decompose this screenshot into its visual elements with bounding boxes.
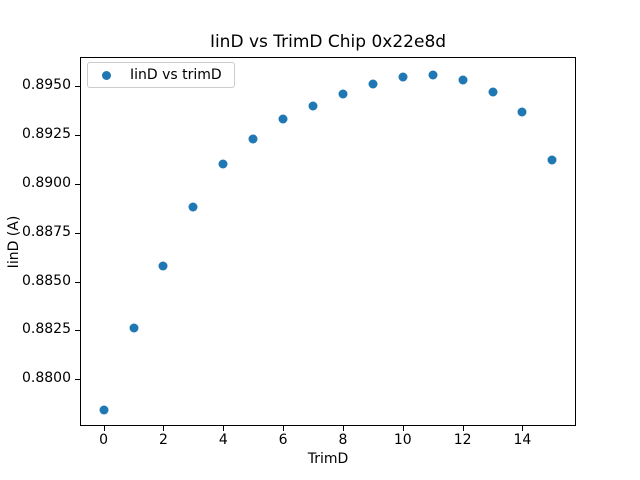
y-tick-label: 0.8950 [22,77,71,94]
x-tick-label: 0 [99,432,109,448]
x-tick-label: 12 [453,432,472,448]
x-tick-mark [402,426,404,431]
x-tick-mark [283,426,285,431]
chart-title: IinD vs TrimD Chip 0x22e8d [209,32,447,52]
plot-area [80,57,576,426]
y-tick-label: 0.8900 [22,175,71,192]
x-tick-mark [223,426,225,431]
x-tick-label: 14 [513,432,532,448]
y-tick-label: 0.8825 [22,321,71,338]
x-tick-mark [103,426,105,431]
x-tick-label: 10 [393,432,412,448]
x-axis-label: TrimD [307,451,349,467]
y-tick-label: 0.8850 [22,272,71,289]
x-tick-mark [462,426,464,431]
y-tick-label: 0.8925 [22,126,71,143]
x-tick-label: 8 [338,432,348,448]
legend-label: IinD vs trimD [130,67,222,83]
x-tick-label: 6 [278,432,288,448]
x-tick-mark [342,426,344,431]
x-tick-mark [163,426,165,431]
y-tick-label: 0.8800 [22,370,71,387]
y-axis-label: IinD (A) [6,215,22,269]
legend-marker-icon [102,70,111,80]
legend: IinD vs trimD [87,62,235,88]
x-tick-mark [522,426,524,431]
x-tick-label: 2 [158,432,168,448]
x-tick-label: 4 [218,432,228,448]
